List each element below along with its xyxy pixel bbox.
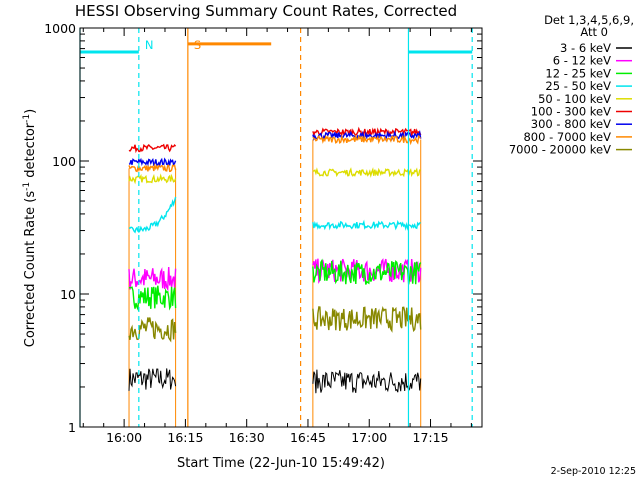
chart-title: HESSI Observing Summary Count Rates, Cor…: [75, 2, 457, 20]
series-line: [128, 285, 177, 312]
y-axis-label: Corrected Count Rate (s-1 detector-1): [22, 109, 38, 347]
x-tick-label: 16:15: [167, 430, 203, 445]
y-tick-label: 10: [60, 287, 76, 302]
legend-entry-label: 3 - 6 keV: [560, 41, 611, 55]
series-line: [312, 126, 422, 138]
series-line: [312, 369, 422, 394]
x-tick-label: 17:15: [413, 430, 449, 445]
series-line: [128, 266, 177, 292]
marker-label: N: [145, 38, 154, 52]
x-tick-label: 17:00: [351, 430, 387, 445]
series-line: [128, 368, 177, 391]
series-line: [128, 173, 177, 185]
series-line: [128, 317, 177, 343]
series-layer: [128, 126, 422, 427]
footer-timestamp: 2-Sep-2010 12:25: [551, 466, 636, 477]
series-line: [312, 129, 422, 142]
y-axis-label-sup1: -1: [22, 182, 32, 191]
x-tick-label: 16:45: [290, 430, 326, 445]
legend-entry-label: 800 - 7000 keV: [523, 130, 611, 144]
legend-entry-label: 25 - 50 keV: [545, 79, 611, 93]
legend-header-line2: Att 0: [580, 25, 608, 39]
series-line: [312, 219, 421, 231]
series-line: [128, 196, 177, 234]
series-line: [312, 305, 422, 333]
x-tick-label: 16:30: [229, 430, 265, 445]
legend-entry-label: 7000 - 20000 keV: [509, 143, 611, 157]
y-axis-label-end: ): [23, 109, 38, 114]
plot-frame: [79, 27, 483, 428]
y-tick-label: 1: [68, 420, 76, 435]
series-line: [128, 143, 177, 154]
series-line: [312, 134, 422, 146]
legend-entry-label: 100 - 300 keV: [531, 105, 611, 119]
y-tick-label: 1000: [44, 21, 76, 36]
legend-entry-label: 300 - 800 keV: [531, 117, 611, 131]
legend-entry-label: 12 - 25 keV: [545, 66, 611, 80]
legend-entry-label: 6 - 12 keV: [553, 54, 611, 68]
y-axis-label-main: Corrected Count Rate (s: [23, 191, 38, 348]
series-line: [128, 162, 177, 173]
legend-header-line1: Det 1,3,4,5,6,9,: [544, 13, 634, 27]
series-line: [312, 167, 421, 178]
y-axis-label-sup2: -1: [22, 114, 32, 123]
y-axis-label-mid: detector: [23, 122, 38, 182]
axis-layer: 16:00 16:15 16:30 16:45 17:00 17:15 1 10 100 1000: [44, 21, 482, 445]
x-axis-label: Start Time (22-Jun-10 15:49:42): [177, 456, 385, 471]
x-tick-label: 16:00: [106, 430, 142, 445]
series-line: [312, 258, 422, 285]
y-tick-label: 100: [52, 154, 76, 169]
legend-entry-label: 50 - 100 keV: [538, 92, 611, 106]
series-line: [128, 157, 177, 168]
